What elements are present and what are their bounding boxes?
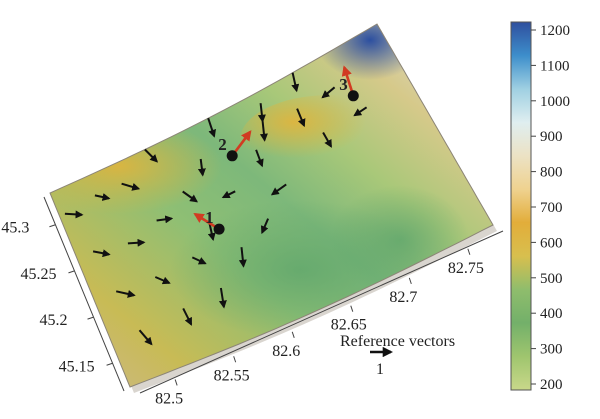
x-tick-mark	[291, 331, 295, 338]
reference-vector-value: 1	[376, 361, 384, 378]
vector-arrow	[291, 72, 300, 93]
vector-arrow	[144, 148, 159, 163]
y-tick-label: 45.25	[20, 266, 56, 283]
point-1-label: 1	[205, 208, 214, 227]
vector-arrow	[154, 276, 171, 285]
y-tick-label: 45.15	[59, 358, 95, 375]
surface-outline	[49, 23, 494, 388]
y-tick-mark	[87, 316, 94, 320]
colorbar-tick-label: 400	[540, 306, 563, 322]
x-tick-mark	[350, 305, 354, 312]
x-tick-label: 82.7	[389, 289, 417, 306]
vector-arrow	[207, 117, 216, 138]
reference-vectors-label: Reference vectors	[340, 333, 455, 350]
colorbar-tick-label: 1000	[540, 94, 570, 110]
colorbar-gradient	[510, 21, 532, 391]
axes: 82.5 82.55 82.6 82.65 82.7 82.75 45.15 45.2 45.2…	[1, 196, 504, 407]
x-tick-mark	[408, 277, 412, 285]
point-3-label: 3	[339, 75, 348, 94]
vector-arrow	[115, 290, 136, 298]
x-tick-label: 82.5	[155, 390, 183, 407]
x-tick-mark	[233, 356, 237, 363]
vector-arrow	[218, 287, 227, 309]
vector-arrow	[257, 103, 266, 123]
point-3-marker	[347, 90, 359, 102]
station-points: 1 2 3	[193, 65, 359, 235]
reference-vector-legend: Reference vectors 1	[340, 333, 455, 378]
vector-arrow	[321, 86, 336, 99]
vector-arrow	[92, 249, 111, 258]
vector-arrow	[182, 190, 199, 203]
colorbar-tick-label: 500	[540, 271, 563, 287]
y-tick-mark	[106, 362, 113, 366]
vector-arrow	[255, 149, 264, 168]
vector-arrow	[322, 132, 332, 148]
vector-arrow	[191, 256, 207, 265]
vector-arrow	[296, 108, 306, 128]
point-2-label: 2	[218, 135, 227, 154]
warm-region-north	[240, 95, 420, 185]
x-axis-line	[139, 230, 504, 394]
colorbar-tick-label: 900	[540, 129, 563, 145]
vector-arrow	[138, 329, 153, 346]
vector-arrow	[127, 238, 146, 247]
x-tick-label: 82.65	[331, 317, 367, 334]
y-tick-label: 45.2	[40, 312, 68, 329]
y-tick-label: 45.3	[1, 220, 29, 237]
colorbar: 200 300 400 500 600 700 800 900 1000 1100 1200	[510, 21, 570, 393]
surface-map	[49, 23, 497, 393]
colorbar-tick-label: 600	[540, 235, 563, 251]
vector-arrow	[259, 121, 268, 142]
point-1-marker	[213, 223, 225, 235]
vector-arrow	[94, 193, 111, 201]
vector-arrow	[270, 183, 287, 196]
x-tick-label: 82.6	[272, 343, 300, 360]
vector-arrow	[353, 106, 368, 117]
x-tick-label: 82.55	[214, 367, 250, 384]
y-tick-mark	[49, 224, 56, 228]
colorbar-tick-label: 1100	[540, 58, 569, 74]
vector-arrow	[221, 190, 236, 199]
colorbar-tick-label: 1200	[540, 23, 570, 39]
vector-arrow	[260, 218, 270, 235]
vector-arrow	[64, 210, 84, 219]
x-tick-mark	[467, 248, 471, 255]
colorbar-tick-label: 800	[540, 165, 563, 181]
vector-arrow	[156, 215, 174, 224]
vector-arrow	[197, 158, 206, 177]
y-tick-mark	[68, 270, 75, 274]
colorbar-tick-label: 300	[540, 342, 563, 358]
x-tick-label: 82.75	[448, 260, 484, 277]
x-tick-mark	[174, 379, 178, 386]
colorbar-tick-label: 700	[540, 200, 563, 216]
point-2-marker	[226, 150, 238, 162]
y-axis-line	[43, 196, 125, 392]
blue-peak	[315, 24, 425, 80]
colorbar-tick-label: 200	[540, 377, 563, 393]
vector-arrow	[182, 307, 193, 326]
vector-arrow	[238, 247, 247, 268]
vector-arrow	[121, 182, 141, 191]
vector-field	[64, 72, 368, 346]
